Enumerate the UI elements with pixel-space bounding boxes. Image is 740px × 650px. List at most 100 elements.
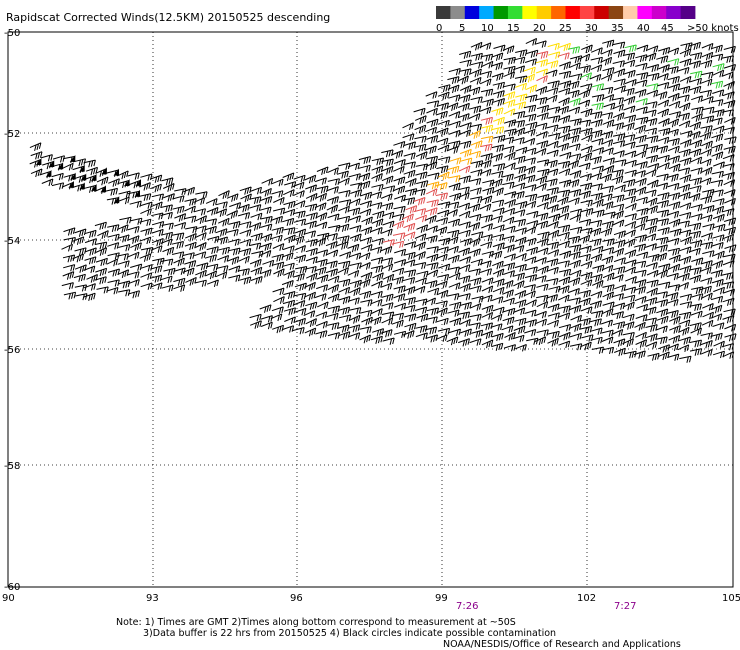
wind-barb xyxy=(391,312,404,320)
wind-barb xyxy=(361,216,373,226)
wind-barb xyxy=(338,190,351,198)
wind-barb xyxy=(581,208,594,217)
wind-barb xyxy=(459,328,472,337)
wind-barb xyxy=(249,204,262,212)
wind-barb xyxy=(118,190,131,198)
wind-barb xyxy=(160,204,173,213)
wind-barb xyxy=(690,167,703,175)
legend-tick-10: 10 xyxy=(481,23,494,34)
wind-barb xyxy=(394,194,406,203)
wind-barb xyxy=(647,163,660,171)
wind-barb xyxy=(172,205,185,214)
wind-barb xyxy=(392,165,405,174)
wind-barb xyxy=(536,104,550,114)
wind-barb xyxy=(666,299,679,307)
wind-barb xyxy=(436,102,449,111)
wind-barb xyxy=(205,270,218,280)
wind-barb xyxy=(150,183,162,193)
wind-barb xyxy=(536,329,549,337)
wind-barb xyxy=(613,302,626,310)
wind-barb xyxy=(118,244,131,252)
wind-barb xyxy=(305,212,318,221)
wind-barb xyxy=(173,284,186,292)
wind-flag xyxy=(69,154,76,162)
wind-barb xyxy=(150,245,163,253)
wind-barb xyxy=(634,134,647,144)
wind-barb xyxy=(172,195,185,203)
note-line-2: 3)Data buffer is 22 hrs from 20150525 4)… xyxy=(143,628,556,639)
wind-barb xyxy=(646,205,658,214)
wind-barb xyxy=(194,225,207,233)
wind-barb xyxy=(524,309,537,317)
wind-barb xyxy=(435,334,448,342)
wind-barb xyxy=(458,338,470,347)
wind-barb xyxy=(600,48,613,57)
wind-barb xyxy=(492,81,505,90)
wind-barb xyxy=(612,41,626,49)
wind-barb xyxy=(600,227,613,237)
wind-barb xyxy=(40,154,53,162)
wind-barb xyxy=(97,230,109,240)
wind-barb xyxy=(524,193,538,202)
wind-barb xyxy=(272,287,285,296)
wind-barb xyxy=(612,247,625,257)
wind-barb xyxy=(624,229,636,238)
wind-barb xyxy=(623,294,636,303)
wind-barb xyxy=(592,198,604,208)
wind-barb xyxy=(413,197,426,206)
wind-barb xyxy=(293,317,306,327)
wind-barb xyxy=(559,250,572,259)
wind-barb xyxy=(184,241,197,251)
wind-barb xyxy=(645,101,658,109)
wind-barb xyxy=(106,287,119,295)
wind-barb xyxy=(633,286,646,295)
wind-barb xyxy=(259,206,272,214)
wind-barb xyxy=(283,208,296,217)
wind-barb xyxy=(656,269,668,279)
wind-barb xyxy=(492,286,505,295)
wind-barb xyxy=(667,76,680,85)
wind-barb xyxy=(492,268,505,278)
wind-barb xyxy=(469,213,482,222)
wind-barb xyxy=(380,257,393,265)
wind-barb xyxy=(625,276,637,284)
wind-barb xyxy=(425,334,438,343)
wind-barb xyxy=(491,233,505,242)
wind-barb xyxy=(394,248,407,257)
wind-barb xyxy=(524,226,537,235)
wind-barb xyxy=(589,219,603,228)
wind-barb xyxy=(645,324,658,333)
wind-barb xyxy=(644,306,657,315)
wind-barb xyxy=(710,269,723,278)
wind-barb xyxy=(722,154,735,162)
wind-barb xyxy=(336,241,349,250)
wind-barb xyxy=(658,118,670,127)
wind-barb xyxy=(667,138,680,146)
wind-barb xyxy=(372,272,384,282)
wind-barb xyxy=(139,218,152,227)
wind-barb xyxy=(622,134,636,142)
wind-barb xyxy=(459,59,472,67)
wind-barb xyxy=(425,316,438,324)
wind-barb xyxy=(699,89,712,97)
wind-barb xyxy=(492,306,505,315)
wind-barb xyxy=(568,251,581,260)
wind-barb xyxy=(689,274,702,284)
wind-barb xyxy=(370,246,383,254)
wind-barb xyxy=(546,187,559,195)
wind-barb xyxy=(249,313,262,322)
wind-barb xyxy=(666,272,679,281)
wind-barb xyxy=(700,340,713,349)
wind-barb xyxy=(481,285,494,294)
wind-barb xyxy=(546,60,559,69)
wind-barb xyxy=(347,297,360,305)
wind-barb xyxy=(657,99,670,108)
wind-barb xyxy=(480,143,493,152)
wind-barb xyxy=(107,224,120,233)
wind-barb xyxy=(358,156,372,165)
wind-barb xyxy=(371,308,383,316)
wind-barb xyxy=(635,339,648,348)
wind-barb xyxy=(446,146,459,154)
wind-barb xyxy=(559,151,572,160)
wind-barb xyxy=(86,274,98,283)
